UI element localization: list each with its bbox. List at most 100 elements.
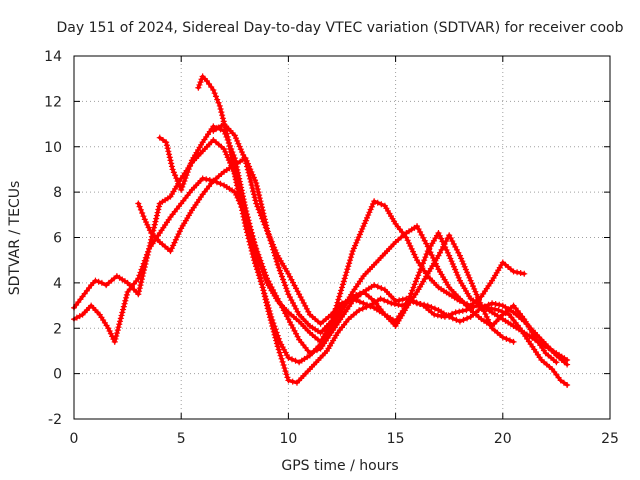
data-point: [482, 311, 489, 318]
data-point: [456, 308, 463, 315]
data-point: [339, 281, 346, 288]
data-point: [231, 132, 238, 139]
data-point: [275, 335, 282, 342]
data-point: [115, 324, 122, 331]
data-point: [243, 208, 250, 215]
data-point: [276, 349, 283, 356]
data-point: [285, 354, 292, 361]
data-point: [414, 300, 421, 307]
data-point: [155, 206, 162, 213]
data-point: [367, 303, 374, 310]
data-point: [269, 317, 276, 324]
data-point: [167, 248, 174, 255]
data-point: [428, 252, 435, 259]
data-point: [273, 329, 280, 336]
data-point: [113, 332, 120, 339]
data-point: [466, 274, 473, 281]
data-point: [144, 221, 151, 228]
data-point: [211, 90, 218, 97]
y-tick-label: 12: [44, 94, 62, 110]
data-point: [499, 334, 506, 341]
data-point: [199, 175, 206, 182]
data-point: [369, 200, 376, 207]
data-point: [352, 242, 359, 249]
data-point: [275, 264, 282, 271]
data-point: [179, 183, 186, 190]
data-point: [292, 357, 299, 364]
data-point: [176, 228, 183, 235]
data-point: [241, 220, 248, 227]
data-point: [98, 279, 105, 286]
data-point: [343, 269, 350, 276]
data-point: [278, 355, 285, 362]
data-point: [196, 81, 203, 88]
x-tick-label: 5: [177, 431, 186, 447]
data-point: [122, 297, 129, 304]
data-point: [284, 288, 291, 295]
data-point: [182, 175, 189, 182]
data-point: [222, 148, 229, 155]
data-point: [272, 247, 279, 254]
data-point: [344, 266, 351, 273]
data-point: [422, 254, 429, 261]
data-point: [254, 269, 261, 276]
data-point: [265, 230, 272, 237]
data-point: [368, 203, 375, 210]
data-point: [256, 195, 263, 202]
data-point: [252, 197, 259, 204]
data-point: [456, 318, 463, 325]
data-point: [418, 263, 425, 270]
y-tick-label: 4: [53, 276, 62, 292]
data-point: [412, 254, 419, 261]
chart-title: Day 151 of 2024, Sidereal Day-to-day VTE…: [57, 20, 624, 36]
data-point: [106, 327, 113, 334]
data-point: [367, 206, 374, 213]
data-point: [371, 282, 378, 289]
data-point: [454, 272, 461, 279]
data-point: [119, 309, 126, 316]
data-point: [462, 266, 469, 273]
data-point: [249, 185, 256, 192]
data-point: [289, 378, 296, 385]
data-point: [377, 295, 384, 302]
data-point: [170, 169, 177, 176]
data-point: [212, 93, 219, 100]
data-point: [260, 268, 267, 275]
data-point: [339, 300, 345, 307]
data-point: [461, 263, 468, 270]
data-point: [254, 186, 261, 193]
data-point: [396, 297, 403, 304]
data-point: [253, 183, 260, 190]
data-point: [449, 310, 456, 317]
data-point: [253, 266, 260, 273]
data-point: [416, 269, 423, 276]
data-point: [274, 343, 281, 350]
data-point: [152, 218, 159, 225]
data-point: [145, 224, 152, 231]
data-point: [258, 281, 265, 288]
data-point: [250, 174, 257, 181]
data-point: [449, 315, 456, 322]
data-point: [216, 102, 223, 109]
data-point: [455, 274, 462, 281]
data-point: [262, 224, 269, 231]
data-point: [139, 263, 146, 270]
data-point: [355, 234, 362, 241]
data-point: [415, 272, 422, 279]
data-point: [464, 315, 471, 322]
data-point: [360, 223, 367, 230]
data-point: [280, 276, 287, 283]
data-point: [268, 313, 275, 320]
data-point: [210, 87, 217, 94]
data-point: [123, 294, 130, 301]
data-point: [203, 176, 210, 183]
data-point: [266, 308, 273, 315]
data-point: [233, 182, 240, 189]
data-point: [137, 269, 144, 276]
data-point: [381, 297, 388, 304]
data-point: [214, 96, 221, 103]
data-point: [364, 214, 371, 221]
data-point: [224, 154, 231, 161]
data-point: [208, 84, 215, 91]
data-point: [364, 301, 371, 308]
